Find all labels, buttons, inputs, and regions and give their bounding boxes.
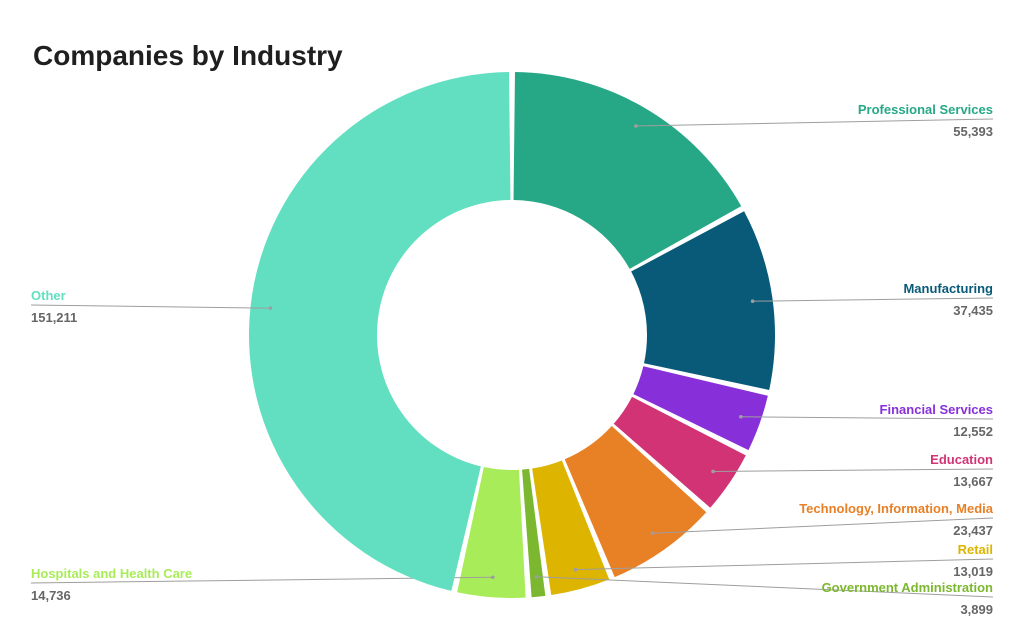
anchor-dot-government-administration: [534, 574, 539, 579]
anchor-dot-financial-services: [739, 414, 743, 419]
slice-financial-services: [633, 366, 768, 451]
label-name-education: Education: [930, 452, 993, 467]
leader-line-other: [30, 304, 271, 309]
label-name-professional-services: Professional Services: [858, 102, 993, 117]
label-name-hospitals-and-health-care: Hospitals and Health Care: [31, 566, 192, 581]
slice-technology-information-media: [564, 425, 707, 578]
label-name-manufacturing: Manufacturing: [903, 281, 993, 296]
anchor-dot-professional-services: [634, 124, 638, 128]
anchor-dot-hospitals-and-health-care: [491, 575, 495, 580]
slice-government-administration: [522, 468, 546, 598]
label-value-education: 13,667: [953, 474, 993, 489]
label-value-government-administration: 3,899: [960, 602, 993, 617]
leader-line-manufacturing: [752, 297, 994, 302]
anchor-dot-retail: [573, 567, 578, 572]
slice-manufacturing: [631, 211, 775, 390]
anchor-dot-technology-information-media: [650, 531, 655, 536]
label-value-manufacturing: 37,435: [953, 303, 993, 318]
leader-line-financial-services: [740, 416, 994, 420]
chart-title: Companies by Industry: [33, 40, 343, 71]
slice-hospitals-and-health-care: [457, 467, 526, 598]
slice-professional-services: [513, 72, 742, 269]
label-name-financial-services: Financial Services: [880, 402, 993, 417]
leader-line-technology-information-media: [652, 517, 994, 534]
leader-line-professional-services: [635, 118, 994, 127]
slice-other: [249, 72, 511, 591]
label-value-technology-information-media: 23,437: [953, 523, 993, 538]
label-name-retail: Retail: [958, 542, 993, 557]
label-name-government-administration: Government Administration: [822, 580, 993, 595]
anchor-dot-manufacturing: [750, 299, 755, 303]
label-value-professional-services: 55,393: [953, 124, 993, 139]
label-name-other: Other: [31, 288, 66, 303]
anchor-dot-education: [711, 469, 715, 474]
leader-line-education: [713, 468, 994, 472]
leader-line-retail: [575, 558, 994, 571]
label-value-retail: 13,019: [953, 564, 993, 579]
label-value-other: 151,211: [31, 310, 77, 325]
slice-education: [613, 396, 746, 508]
slice-retail: [532, 460, 610, 596]
label-name-technology-information-media: Technology, Information, Media: [799, 501, 994, 516]
label-value-hospitals-and-health-care: 14,736: [31, 588, 71, 603]
label-value-financial-services: 12,552: [953, 424, 993, 439]
leader-line-government-administration: [536, 576, 994, 598]
anchor-dot-other: [268, 306, 273, 310]
